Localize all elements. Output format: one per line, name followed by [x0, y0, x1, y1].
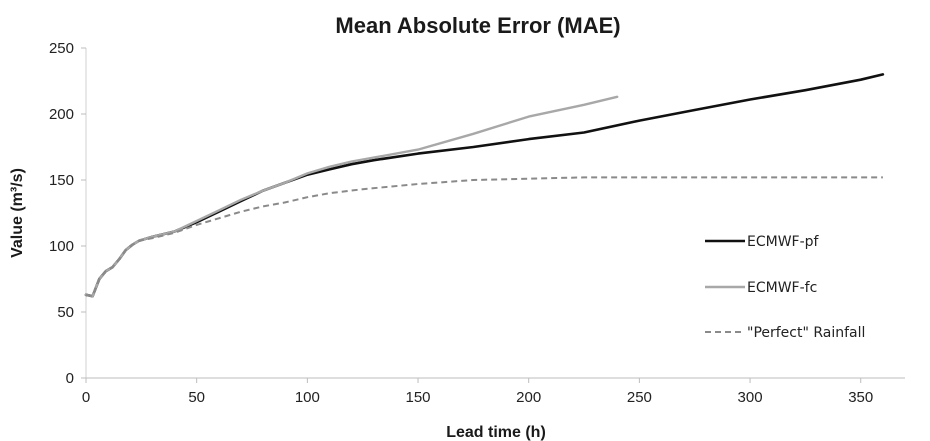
x-tick-label: 100 — [295, 389, 320, 406]
y-tick-label: 50 — [57, 304, 74, 321]
y-tick-label: 150 — [49, 172, 74, 189]
x-axis-label: Lead time (h) — [446, 424, 546, 441]
legend: ECMWF-pf ECMWF-fc "Perfect" Rainfall — [705, 234, 865, 341]
y-tick-label: 200 — [49, 106, 74, 123]
x-tick-label: 250 — [627, 389, 652, 406]
plot-area — [85, 48, 905, 379]
x-tick-label: 350 — [848, 389, 873, 406]
y-tick-label: 100 — [49, 238, 74, 255]
y-tick-label: 0 — [66, 370, 74, 387]
y-axis-label: Value (m³/s) — [9, 168, 26, 258]
x-tick-label: 0 — [82, 389, 90, 406]
series-line-perfect-rainfall — [85, 176, 883, 298]
legend-label: "Perfect" Rainfall — [747, 325, 865, 341]
x-tick-label: 150 — [406, 389, 431, 406]
x-tick-label: 300 — [738, 389, 763, 406]
series-lines — [84, 73, 885, 298]
legend-label: ECMWF-pf — [747, 234, 820, 250]
legend-label: ECMWF-fc — [747, 280, 817, 296]
x-tick-label: 200 — [516, 389, 541, 406]
y-tick-label: 250 — [49, 40, 74, 57]
x-tick-labels: 0 50 100 150 200 250 300 350 — [82, 378, 873, 406]
series-line-ecmwf-pf — [84, 73, 885, 298]
x-tick-label: 50 — [188, 389, 205, 406]
chart-title: Mean Absolute Error (MAE) — [335, 13, 620, 38]
y-tick-labels: 0 50 100 150 200 250 — [49, 40, 86, 387]
series-line-ecmwf-fc — [84, 95, 619, 298]
